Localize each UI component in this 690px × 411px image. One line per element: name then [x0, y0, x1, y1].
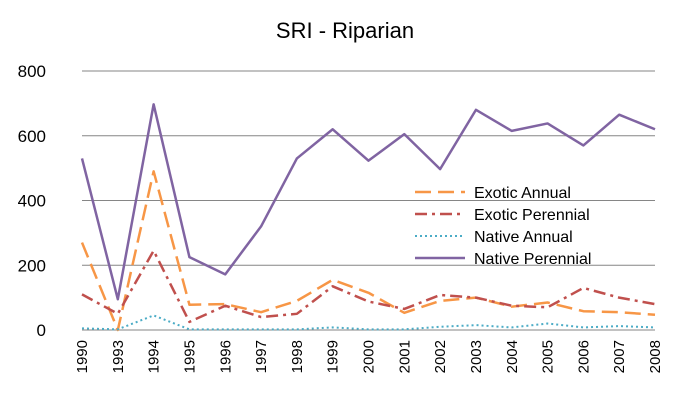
x-tick-2000: 2000 [361, 340, 378, 373]
x-tick-2005: 2005 [540, 340, 557, 373]
series-line-native-perennial [80, 103, 656, 301]
x-tick-2004: 2004 [504, 340, 521, 373]
series-line-exotic-annual [80, 170, 656, 332]
legend-label-native-annual: Native Annual [474, 229, 573, 246]
chart-title: SRI - Riparian [276, 18, 414, 43]
legend-label-native-perennial: Native Perennial [474, 251, 591, 268]
series-line-exotic-perennial [81, 249, 656, 324]
x-tick-2008: 2008 [647, 340, 664, 373]
y-tick-0: 0 [37, 321, 46, 340]
x-tick-1996: 1996 [217, 340, 234, 373]
y-tick-600: 600 [18, 127, 46, 146]
y-tick-labels: 0 200 400 600 800 [18, 62, 46, 340]
x-tick-2006: 2006 [575, 340, 592, 373]
x-tick-1999: 1999 [325, 340, 342, 373]
series-lines [80, 103, 656, 332]
x-tick-1994: 1994 [146, 340, 163, 373]
grid-lines [82, 70, 655, 266]
x-tick-2002: 2002 [432, 340, 449, 373]
series-line-native-annual [81, 314, 656, 331]
legend-label-exotic-perennial: Exotic Perennial [474, 207, 590, 224]
x-tick-1995: 1995 [181, 340, 198, 373]
x-tick-2007: 2007 [611, 340, 628, 373]
x-tick-2001: 2001 [396, 340, 413, 373]
legend-label-exotic-annual: Exotic Annual [474, 185, 571, 202]
x-tick-1998: 1998 [289, 340, 306, 373]
y-tick-400: 400 [18, 192, 46, 211]
y-tick-800: 800 [18, 62, 46, 81]
y-tick-200: 200 [18, 256, 46, 275]
x-tick-labels: 1990 1993 1994 1995 1996 1997 1998 1999 2000 2001… [74, 340, 664, 373]
x-tick-2003: 2003 [468, 340, 485, 373]
legend: Exotic Annual Exotic Perennial Native Annu… [415, 185, 591, 268]
x-tick-1990: 1990 [74, 340, 91, 373]
x-tick-1997: 1997 [253, 340, 270, 373]
x-tick-1993: 1993 [110, 340, 127, 373]
